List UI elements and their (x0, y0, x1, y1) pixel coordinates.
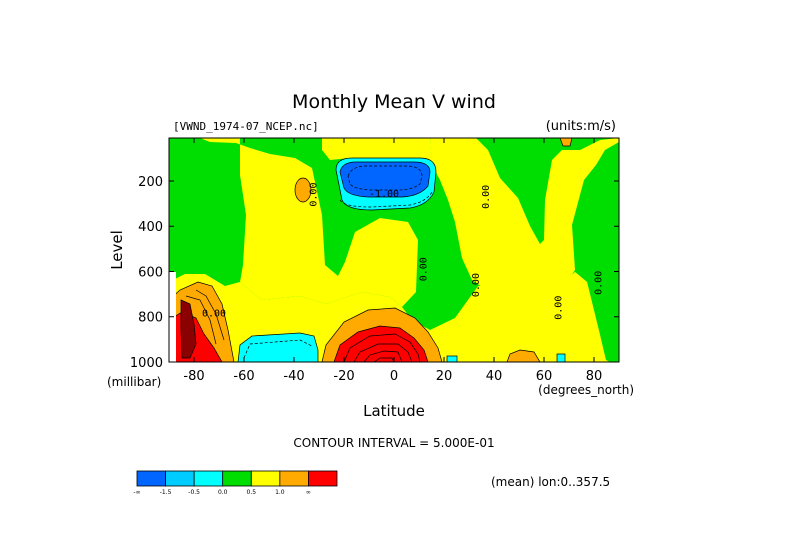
colorbar-label: ∞ (306, 489, 311, 496)
contour-labels: 0.00 0.00 0.00 0.00 0.00 0.00 0.00 -1.00 (202, 183, 605, 320)
y-axis-label: Level (108, 230, 126, 270)
dark-core-south (180, 299, 197, 359)
x-axis: -80 -60 -40 -20 0 20 40 60 80 (183, 138, 602, 384)
red-core-contour-3 (363, 350, 403, 362)
x-axis-label: Latitude (363, 402, 425, 420)
colorbar-swatch (193, 470, 224, 487)
y-tick-label: 600 (138, 265, 163, 280)
x-tick-label: 60 (536, 369, 553, 384)
colorbar: -∞ -1.5 -0.5 0.0 0.5 1.0 ∞ (133, 470, 338, 496)
x-unit-label: (degrees_north) (538, 383, 634, 397)
contour-label: 0.00 (481, 185, 492, 209)
orange-blob-north (506, 349, 541, 362)
y-tick-label: 800 (138, 311, 163, 326)
yellow-region-south (200, 138, 418, 307)
dataset-label: [VWND_1974-07_NCEP.nc] (173, 120, 319, 133)
cyan-small-east (556, 353, 566, 362)
contour-label: 0.00 (554, 296, 565, 320)
south-core-contour-2 (195, 289, 225, 341)
contour-label: 0.00 (309, 183, 320, 207)
red-core-contour-1 (343, 333, 421, 362)
cyan-lower-south (237, 332, 319, 362)
colorbar-label: 0.0 (218, 489, 228, 496)
contour-label: 0.00 (419, 257, 430, 281)
blue-dashes-lower (243, 339, 313, 359)
mean-text: (mean) lon:0..357.5 (491, 475, 610, 489)
red-core-contour-4 (373, 357, 395, 362)
colorbar-label: 1.0 (275, 489, 285, 496)
colorbar-label: -∞ (133, 489, 140, 496)
colorbar-swatch (136, 470, 166, 487)
contour-field (169, 138, 619, 362)
units-label: (units:m/s) (546, 119, 616, 134)
blue-core-inner (347, 165, 423, 191)
x-tick-label: -60 (233, 369, 254, 384)
x-tick-label: 40 (486, 369, 503, 384)
chart-title: Monthly Mean V wind (292, 91, 496, 113)
x-tick-label: -40 (283, 369, 304, 384)
contour-label: 0.00 (202, 309, 226, 320)
y-tick-label: 400 (138, 220, 163, 235)
colorbar-swatch (308, 470, 338, 487)
contour-label: -1.00 (369, 189, 399, 200)
orange-blob-upper (294, 177, 312, 203)
colorbar-label: -0.5 (188, 489, 200, 496)
orange-blob-top-east (559, 138, 573, 147)
colorbar-label: -1.5 (160, 489, 172, 496)
contour-interval-text: CONTOUR INTERVAL = 5.000E-01 (293, 436, 494, 450)
cyan-outline-dashed (339, 191, 433, 208)
colorbar-swatch (250, 470, 281, 487)
y-tick-label: 1000 (130, 356, 163, 371)
y-unit-label: (millibar) (107, 375, 161, 389)
red-core-contour-2 (353, 343, 413, 362)
colorbar-swatch (222, 470, 252, 487)
cyan-small-mid (446, 355, 458, 362)
yellow-region-east-lower (470, 272, 606, 362)
south-core-contour-1 (185, 295, 217, 345)
contour-label: 0.00 (594, 271, 605, 295)
yellow-region-east (430, 138, 619, 318)
x-tick-label: -80 (183, 369, 204, 384)
y-axis: 200 400 600 800 1000 (130, 175, 619, 371)
x-tick-label: 20 (436, 369, 453, 384)
colorbar-swatch (279, 470, 309, 487)
contour-label: 0.00 (471, 273, 482, 297)
x-tick-label: 0 (390, 369, 398, 384)
x-tick-label: 80 (586, 369, 603, 384)
y-tick-label: 200 (138, 175, 163, 190)
blue-core-upper (339, 161, 431, 198)
colorbar-label: 0.5 (247, 489, 257, 496)
colorbar-swatch (165, 470, 195, 487)
x-tick-label: -20 (333, 369, 354, 384)
